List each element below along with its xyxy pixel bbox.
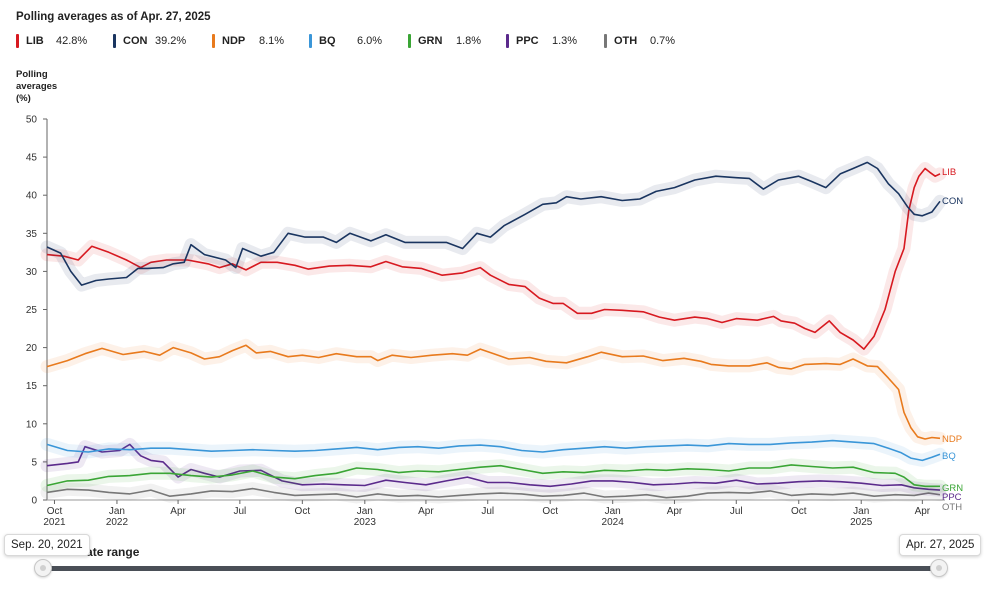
range-start-label: Sep. 20, 2021 [4,534,90,556]
date-range-track[interactable] [46,566,936,571]
series-line-ndp [46,344,941,440]
x-tick-year: 2025 [850,517,873,528]
x-tick-label: Jan [605,506,621,517]
legend-swatch-ppc [506,34,509,48]
y-tick-label: 40 [26,191,38,202]
y-tick-label: 20 [26,343,38,354]
series-end-label-ndp: NDP [942,434,962,445]
range-start-handle[interactable] [34,559,52,577]
x-tick-year: 2024 [602,517,625,528]
legend-code: OTH [614,35,638,47]
x-tick-label: Apr [915,506,931,517]
x-tick-label: Apr [667,506,683,517]
series-end-label-ppc: PPC [942,492,962,503]
y-tick-label: 10 [26,419,38,430]
legend-value: 1.3% [552,35,578,47]
x-tick-label: Jul [481,506,494,517]
legend-value: 39.2% [155,35,187,47]
legend-swatch-ndp [212,34,215,48]
legend-code: CON [123,35,148,47]
y-tick-label: 30 [26,267,38,278]
range-end-handle[interactable] [930,559,948,577]
x-tick-label: Jan [853,506,869,517]
x-tick-label: Oct [47,506,63,517]
x-tick-label: Oct [542,506,558,517]
y-axis-label: Polling [16,69,48,80]
series-line-bq [46,439,941,462]
x-tick-label: Oct [295,506,311,517]
legend: LIB 42.8% CON 39.2% NDP 8.1% BQ 6.0% GRN… [16,33,716,51]
y-tick-label: 0 [31,496,37,507]
legend-code: BQ [319,35,336,47]
legend-value: 6.0% [357,35,383,47]
legend-swatch-grn [408,34,411,48]
range-end-label: Apr. 27, 2025 [899,534,982,556]
polling-line-chart: Pollingaverages(%)05101520253035404550Oc… [16,69,963,528]
x-tick-year: 2022 [106,517,129,528]
series-line-lib [46,167,941,350]
y-tick-label: 35 [26,229,38,240]
x-tick-label: Jan [109,506,125,517]
date-range-selector: Select date range Sep. 20, 2021 Apr. 27,… [0,530,1000,593]
legend-code: LIB [26,35,44,47]
legend-swatch-lib [16,34,19,48]
series-end-label-oth: OTH [942,502,962,513]
legend-value: 42.8% [56,35,88,47]
legend-value: 8.1% [259,35,285,47]
series-end-label-con: CON [942,196,963,207]
series-line-grn [46,464,940,488]
series-end-label-bq: BQ [942,451,956,462]
chart-title: Polling averages as of Apr. 27, 2025 [16,11,211,23]
legend-code: PPC [516,35,539,47]
y-tick-label: 50 [26,115,38,126]
series-end-label-lib: LIB [942,167,956,178]
legend-swatch-con [113,34,116,48]
series-line-con [46,161,941,286]
series-line-oth [46,487,941,499]
legend-code: GRN [418,35,443,47]
y-tick-label: 5 [31,457,37,468]
series-end-label-grn: GRN [942,483,963,494]
y-axis-label: averages [16,81,57,92]
legend-code: NDP [222,35,246,47]
y-axis-label: (%) [16,93,31,104]
x-tick-year: 2023 [354,517,377,528]
series-band-con [40,155,947,292]
x-tick-year: 2021 [43,517,66,528]
legend-value: 0.7% [650,35,676,47]
x-tick-label: Apr [170,506,186,517]
x-tick-label: Apr [418,506,434,517]
legend-swatch-bq [309,34,312,48]
x-tick-label: Jan [357,506,373,517]
y-tick-label: 45 [26,153,38,164]
legend-swatch-oth [604,34,607,48]
series-line-ppc [46,443,941,491]
y-tick-label: 25 [26,305,38,316]
x-tick-label: Oct [791,506,807,517]
y-tick-label: 15 [26,381,38,392]
x-tick-label: Jul [730,506,743,517]
legend-value: 1.8% [456,35,482,47]
series-band-bq [40,434,947,467]
series-band-ndp [40,338,947,446]
x-tick-label: Jul [233,506,246,517]
